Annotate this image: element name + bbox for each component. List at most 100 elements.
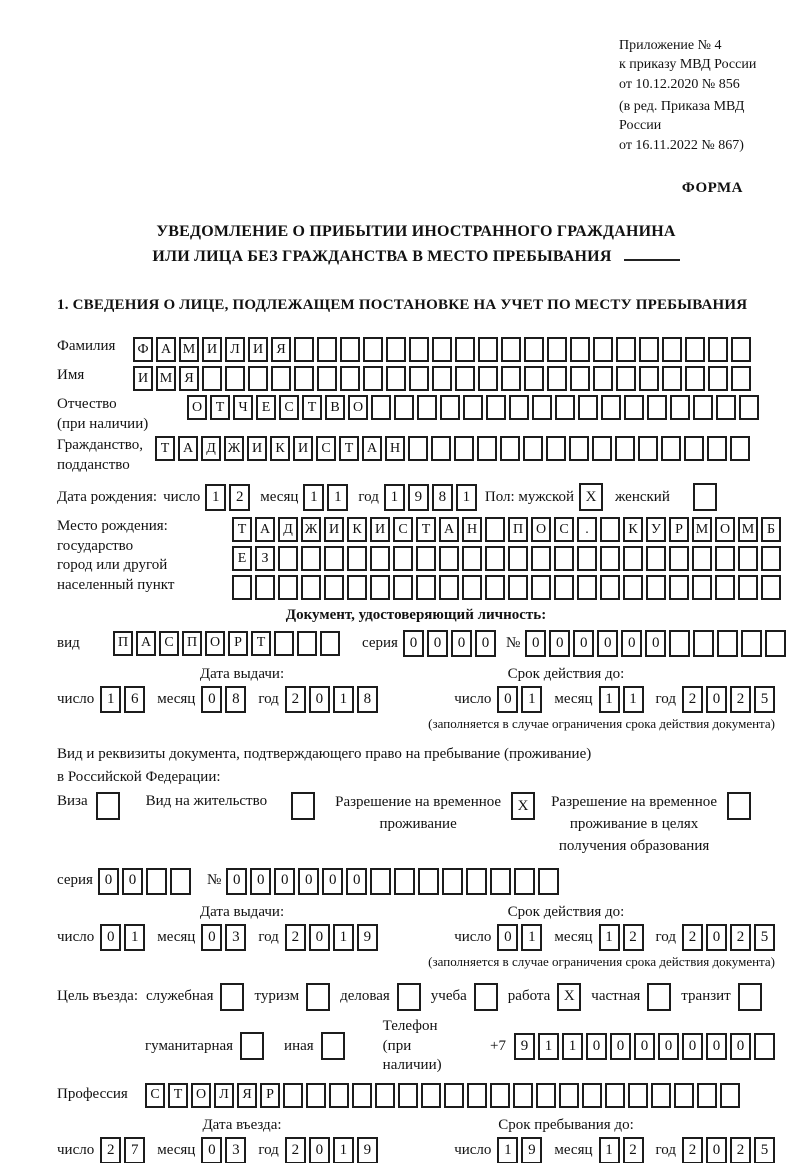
char-cell[interactable] bbox=[715, 546, 735, 572]
char-cell[interactable] bbox=[301, 546, 321, 572]
char-cell[interactable] bbox=[486, 395, 506, 421]
char-cell[interactable]: М bbox=[156, 366, 176, 392]
char-cell[interactable] bbox=[669, 629, 691, 657]
char-cell[interactable]: 0 bbox=[610, 1032, 631, 1060]
char-cell[interactable] bbox=[547, 337, 567, 363]
char-cell[interactable] bbox=[639, 337, 659, 363]
char-cell[interactable] bbox=[477, 436, 497, 462]
char-cell[interactable] bbox=[421, 1082, 441, 1108]
char-cell[interactable]: 0 bbox=[645, 629, 667, 657]
char-cell[interactable]: 0 bbox=[597, 629, 619, 657]
char-cell[interactable] bbox=[570, 337, 590, 363]
business-checkbox[interactable] bbox=[396, 983, 421, 1011]
char-cell[interactable] bbox=[306, 1082, 326, 1108]
char-cell[interactable]: 1 bbox=[598, 686, 620, 714]
char-cell[interactable] bbox=[708, 337, 728, 363]
male-checkbox[interactable]: X bbox=[579, 483, 604, 512]
char-cell[interactable]: 0 bbox=[426, 629, 448, 657]
char-cell[interactable]: С bbox=[316, 436, 336, 462]
char-cell[interactable] bbox=[283, 1082, 303, 1108]
char-cell[interactable] bbox=[582, 1082, 602, 1108]
char-cell[interactable] bbox=[538, 867, 560, 895]
char-cell[interactable] bbox=[685, 366, 705, 392]
char-cell[interactable] bbox=[490, 867, 512, 895]
char-cell[interactable] bbox=[294, 337, 314, 363]
char-cell[interactable]: 9 bbox=[407, 483, 429, 511]
char-cell[interactable]: 2 bbox=[682, 924, 703, 952]
char-cell[interactable]: 0 bbox=[308, 1137, 330, 1163]
char-cell[interactable] bbox=[578, 395, 598, 421]
char-cell[interactable] bbox=[531, 575, 551, 601]
char-cell[interactable] bbox=[501, 366, 521, 392]
char-cell[interactable]: И bbox=[370, 517, 390, 543]
char-cell[interactable] bbox=[569, 436, 589, 462]
char-cell[interactable]: З bbox=[255, 546, 275, 572]
char-cell[interactable] bbox=[317, 366, 337, 392]
char-cell[interactable]: М bbox=[692, 517, 712, 543]
char-cell[interactable]: Ф bbox=[133, 337, 153, 363]
char-cell[interactable] bbox=[485, 517, 505, 543]
char-cell[interactable] bbox=[685, 337, 705, 363]
char-cell[interactable] bbox=[616, 366, 636, 392]
char-cell[interactable] bbox=[466, 867, 488, 895]
char-cell[interactable] bbox=[730, 436, 750, 462]
char-cell[interactable] bbox=[674, 1082, 694, 1108]
char-cell[interactable]: 0 bbox=[730, 1032, 751, 1060]
char-cell[interactable] bbox=[546, 436, 566, 462]
char-cell[interactable]: 0 bbox=[201, 686, 223, 714]
char-cell[interactable] bbox=[301, 575, 321, 601]
char-cell[interactable] bbox=[340, 366, 360, 392]
char-cell[interactable] bbox=[600, 575, 620, 601]
edu-permit-checkbox[interactable] bbox=[727, 792, 752, 821]
char-cell[interactable] bbox=[278, 575, 298, 601]
char-cell[interactable]: 0 bbox=[121, 867, 143, 895]
char-cell[interactable] bbox=[485, 546, 505, 572]
char-cell[interactable] bbox=[570, 366, 590, 392]
char-cell[interactable]: 0 bbox=[308, 686, 330, 714]
char-cell[interactable] bbox=[432, 337, 452, 363]
char-cell[interactable] bbox=[600, 517, 620, 543]
char-cell[interactable] bbox=[717, 629, 739, 657]
char-cell[interactable] bbox=[577, 575, 597, 601]
char-cell[interactable] bbox=[646, 546, 666, 572]
residence-permit-checkbox[interactable] bbox=[291, 792, 316, 821]
char-cell[interactable]: 1 bbox=[100, 686, 122, 714]
char-cell[interactable] bbox=[462, 575, 482, 601]
char-cell[interactable]: Л bbox=[214, 1082, 234, 1108]
char-cell[interactable] bbox=[274, 630, 294, 656]
char-cell[interactable] bbox=[393, 546, 413, 572]
char-cell[interactable]: Е bbox=[256, 395, 276, 421]
char-cell[interactable] bbox=[577, 546, 597, 572]
char-cell[interactable] bbox=[670, 395, 690, 421]
char-cell[interactable]: 3 bbox=[225, 1137, 247, 1163]
char-cell[interactable] bbox=[255, 575, 275, 601]
char-cell[interactable] bbox=[490, 1082, 510, 1108]
char-cell[interactable] bbox=[624, 395, 644, 421]
char-cell[interactable] bbox=[394, 867, 416, 895]
char-cell[interactable]: 9 bbox=[514, 1032, 535, 1060]
char-cell[interactable] bbox=[478, 337, 498, 363]
char-cell[interactable]: 1 bbox=[332, 686, 354, 714]
char-cell[interactable] bbox=[409, 366, 429, 392]
char-cell[interactable]: И bbox=[202, 337, 222, 363]
char-cell[interactable]: 0 bbox=[298, 867, 320, 895]
char-cell[interactable]: 1 bbox=[303, 483, 325, 511]
char-cell[interactable]: 1 bbox=[327, 483, 349, 511]
char-cell[interactable]: Н bbox=[462, 517, 482, 543]
char-cell[interactable]: М bbox=[738, 517, 758, 543]
char-cell[interactable] bbox=[628, 1082, 648, 1108]
char-cell[interactable] bbox=[661, 436, 681, 462]
char-cell[interactable] bbox=[524, 337, 544, 363]
char-cell[interactable]: 0 bbox=[706, 1137, 727, 1163]
char-cell[interactable] bbox=[692, 546, 712, 572]
char-cell[interactable]: 0 bbox=[497, 924, 519, 952]
char-cell[interactable]: М bbox=[179, 337, 199, 363]
char-cell[interactable] bbox=[547, 366, 567, 392]
char-cell[interactable] bbox=[623, 546, 643, 572]
char-cell[interactable] bbox=[409, 337, 429, 363]
char-cell[interactable] bbox=[600, 546, 620, 572]
char-cell[interactable] bbox=[329, 1082, 349, 1108]
char-cell[interactable]: 1 bbox=[521, 686, 543, 714]
char-cell[interactable]: А bbox=[255, 517, 275, 543]
char-cell[interactable]: Т bbox=[210, 395, 230, 421]
